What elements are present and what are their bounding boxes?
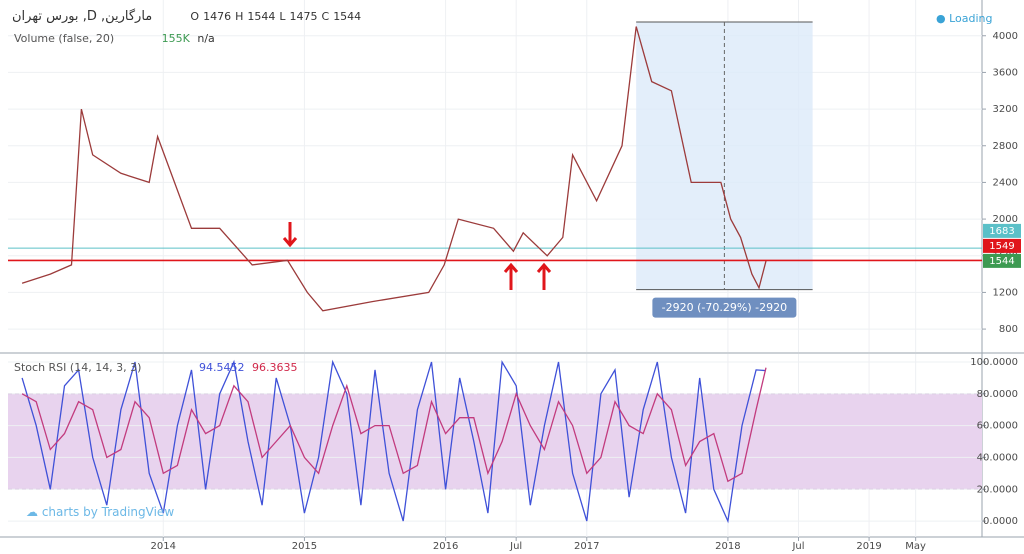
ohlc-key: O [190, 10, 200, 23]
y-tick-label: 2000 [993, 214, 1018, 225]
y-tick-label: 0.0000 [983, 516, 1018, 527]
status-text: Loading [949, 12, 993, 25]
x-tick-label: 2016 [433, 541, 458, 552]
x-tick-label: Jul [791, 541, 804, 552]
x-tick-label: 2014 [151, 541, 176, 552]
volume-row: Volume (false, 20) 155K n/a [14, 32, 219, 45]
arrow-head [503, 262, 519, 273]
stoch-line [21, 367, 767, 483]
ohlc-value: 1476 [203, 10, 232, 23]
measure-label-box [652, 297, 797, 318]
y-tick-label: 100.0000 [970, 357, 1018, 368]
x-tick-label: Jul [509, 541, 522, 552]
stoch-label[interactable]: Stoch RSI (14, 14, 3, 3) [14, 361, 142, 374]
arrow-head [536, 262, 552, 273]
arrow-head [282, 237, 298, 248]
k-value: 94.5452 [198, 361, 245, 374]
ohlc-key: H [235, 10, 244, 23]
ohlc-key: C [321, 10, 330, 23]
volume-label[interactable]: Volume (false, 20) [14, 32, 115, 45]
y-tick-label: 3200 [993, 104, 1018, 115]
price-tag-label: 1544 [989, 256, 1014, 267]
ohlc-value: 1475 [289, 10, 318, 23]
y-tick-label: 20.0000 [977, 484, 1018, 495]
y-tick-label: 800 [999, 324, 1018, 335]
ohlc-value: 1544 [333, 10, 362, 23]
d-value: 96.3635 [251, 361, 298, 374]
y-tick-label: 2800 [993, 141, 1018, 152]
watermark-text[interactable]: charts by TradingView [41, 505, 175, 519]
watermark: ☁ charts by TradingView [26, 505, 175, 519]
x-tick-label: 2015 [292, 541, 317, 552]
y-tick-label: 40.0000 [977, 452, 1018, 463]
x-tick-label: May [905, 541, 926, 552]
volume-extra: n/a [197, 32, 215, 45]
y-tick-label: 60.0000 [977, 421, 1018, 432]
y-tick-label: 3600 [993, 67, 1018, 78]
price-line-series [21, 26, 767, 312]
x-tick-label: 2017 [574, 541, 599, 552]
symbol[interactable]: مارگارین, D, بورس تهران [12, 9, 153, 24]
x-tick-label: 2018 [715, 541, 740, 552]
status: ● Loading [936, 12, 993, 25]
price-tag [983, 223, 1021, 238]
price-tag [983, 253, 1021, 268]
stoch-line [21, 359, 767, 524]
ohlc: O 1476 H 1544 L 1475 C 1544 [190, 10, 365, 23]
x-tick-label: 2019 [856, 541, 881, 552]
price-tag [983, 238, 1021, 253]
y-tick-label: 1200 [993, 287, 1018, 298]
volume-value: 155K [161, 32, 190, 45]
price-tag-label: 1549 [989, 241, 1014, 252]
symbol-row: مارگارین, D, بورس تهران O 1476 H 1544 L 1475 C… [12, 9, 369, 24]
y-tick-label: 80.0000 [977, 389, 1018, 400]
ohlc-value: 1544 [247, 10, 276, 23]
measure-label: -2920 (-70.29%) -2920 [662, 301, 787, 314]
y-tick-label: 2400 [993, 177, 1018, 188]
ohlc-key: L [279, 10, 286, 23]
y-tick-label: 4000 [993, 31, 1018, 42]
price-tag-label: 1683 [989, 226, 1014, 237]
stoch-row: Stoch RSI (14, 14, 3, 3) 94.5452 96.3635 [14, 361, 301, 374]
